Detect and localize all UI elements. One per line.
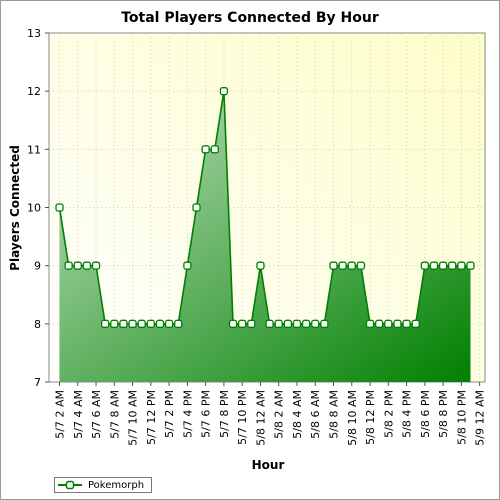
data-point (265, 319, 274, 328)
data-point (228, 319, 238, 328)
data-point (311, 319, 320, 328)
y-axis-ticks: 7 8 9 10 11 12 13 (27, 27, 49, 389)
y-axis-title: Players Connected (8, 145, 22, 271)
data-point (174, 319, 183, 328)
data-point (73, 261, 82, 270)
data-point (164, 319, 174, 328)
x-tick-label: 5/7 10 AM (127, 390, 140, 446)
y-tick-label: 10 (27, 202, 41, 215)
series-area (59, 91, 471, 383)
data-point (55, 203, 64, 212)
series-layer (55, 87, 475, 383)
data-point (128, 319, 137, 328)
x-tick-label: 5/8 4 AM (291, 390, 304, 439)
x-tick-label: 5/7 2 PM (163, 390, 176, 438)
x-axis-title: Hour (252, 458, 285, 472)
x-tick-label: 5/7 4 AM (72, 390, 85, 439)
x-axis-ticks: 5/7 2 AM 5/7 4 AM 5/7 6 AM 5/7 8 AM 5/7 10 A… (54, 382, 487, 446)
data-point (283, 319, 292, 328)
data-point (411, 319, 420, 328)
legend-line-icon (58, 480, 82, 490)
data-point (356, 261, 366, 270)
x-tick-label: 5/9 12 AM (474, 390, 487, 446)
legend-swatch (55, 478, 85, 492)
data-point (338, 261, 347, 270)
data-point (247, 319, 256, 328)
data-point (110, 319, 119, 328)
x-tick-label: 5/8 12 PM (364, 390, 377, 445)
y-tick-label: 9 (34, 260, 41, 273)
x-tick-label: 5/8 6 PM (419, 390, 432, 438)
data-point (466, 261, 475, 270)
data-point (274, 319, 283, 328)
data-point (146, 319, 155, 328)
x-tick-label: 5/8 6 AM (309, 390, 322, 439)
data-point (438, 261, 448, 270)
data-point (393, 319, 402, 328)
x-tick-label: 5/7 12 PM (145, 390, 158, 445)
y-tick-label: 8 (34, 318, 41, 331)
y-tick-label: 7 (34, 376, 41, 389)
data-point (119, 319, 128, 328)
data-point (384, 319, 393, 328)
data-point (402, 319, 411, 328)
x-tick-label: 5/8 8 AM (328, 390, 341, 439)
data-point (192, 203, 201, 212)
x-tick-label: 5/8 4 PM (401, 390, 414, 438)
x-tick-label: 5/8 10 AM (346, 390, 359, 446)
x-tick-label: 5/8 12 AM (254, 390, 267, 446)
data-point (201, 145, 210, 154)
data-point (256, 261, 265, 270)
legend-label: Pokemorph (88, 479, 145, 491)
x-tick-label: 5/7 2 AM (54, 390, 67, 439)
x-tick-label: 5/8 8 PM (437, 390, 450, 438)
data-point (219, 87, 229, 96)
data-point (91, 261, 101, 270)
data-point (347, 261, 356, 270)
x-tick-label: 5/7 8 PM (218, 390, 231, 438)
data-point (82, 261, 92, 270)
x-tick-label: 5/8 10 PM (455, 390, 468, 445)
data-point (365, 319, 375, 328)
data-point (155, 319, 165, 328)
data-point (429, 261, 439, 270)
data-point (420, 261, 429, 270)
y-tick-label: 13 (27, 27, 41, 40)
chart-title: Total Players Connected By Hour (121, 10, 379, 26)
data-point (448, 261, 457, 270)
data-point (183, 261, 192, 270)
x-tick-label: 5/8 2 AM (273, 390, 286, 439)
x-tick-label: 5/8 2 PM (382, 390, 395, 438)
data-point (375, 319, 384, 328)
x-tick-label: 5/7 6 PM (200, 390, 213, 438)
data-point (210, 145, 219, 154)
data-point (292, 319, 302, 328)
data-point (101, 319, 110, 328)
x-tick-label: 5/7 6 AM (90, 390, 103, 439)
x-tick-label: 5/7 8 AM (108, 390, 121, 439)
x-tick-label: 5/7 4 PM (181, 390, 194, 438)
y-tick-label: 11 (27, 143, 41, 156)
y-tick-label: 12 (27, 85, 41, 98)
data-point (301, 319, 311, 328)
data-point (320, 319, 329, 328)
data-point (329, 261, 338, 270)
x-tick-label: 5/7 10 PM (236, 390, 249, 445)
series-line (58, 91, 471, 325)
data-point (457, 261, 466, 270)
data-point (64, 261, 73, 270)
legend: Pokemorph (54, 477, 152, 493)
data-point (137, 319, 146, 328)
data-point (238, 319, 247, 328)
